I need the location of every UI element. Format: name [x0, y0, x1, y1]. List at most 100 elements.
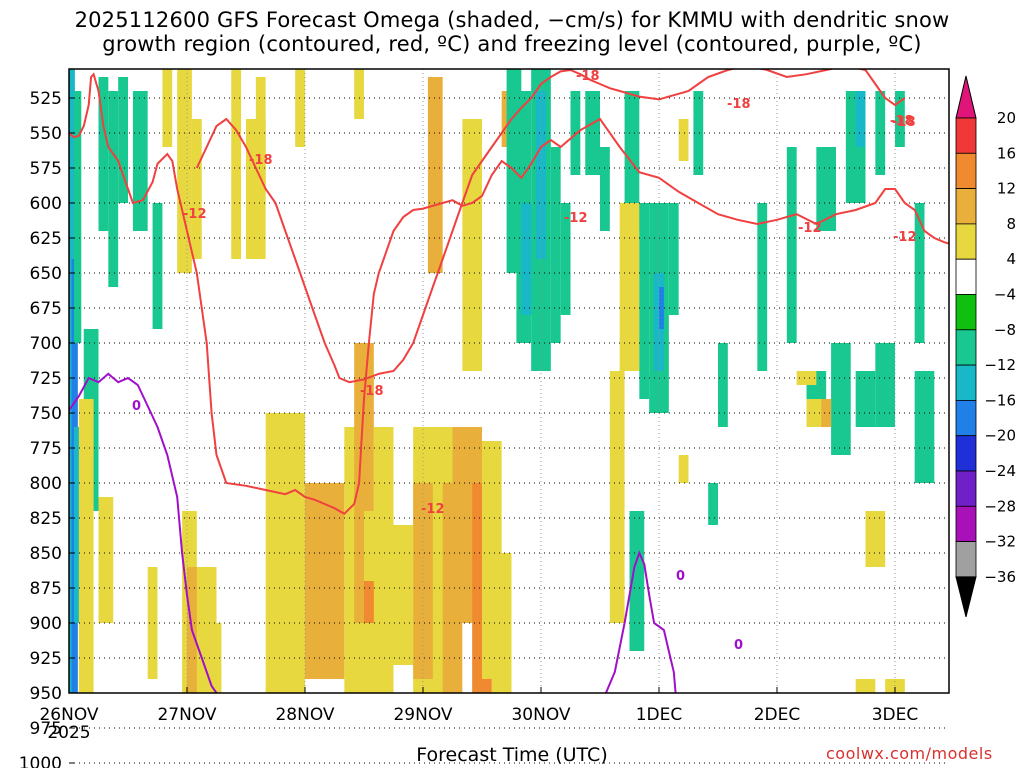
chart-title-line-1: 2025112600 GFS Forecast Omega (shaded, −…: [74, 8, 950, 32]
plot-frame: [68, 68, 950, 694]
colorbar-label: −12: [984, 356, 1016, 374]
omega-cell: [78, 399, 94, 693]
omega-cell: [295, 69, 305, 147]
y-tick-label: 825: [30, 509, 62, 529]
omega-cell: [364, 581, 374, 623]
y-tick-label: 800: [30, 474, 62, 494]
x-tick-label: 30NOV: [511, 705, 570, 725]
omega-cell: [231, 69, 242, 259]
omega-cell: [865, 511, 886, 567]
colorbar-label: −8: [994, 321, 1016, 339]
contour-label-red: -12: [564, 211, 588, 226]
contour-line-m12: [69, 72, 949, 516]
omega-cell: [757, 203, 768, 371]
contour-label-red: -18: [727, 97, 751, 112]
y-tick-label: 925: [30, 649, 62, 669]
omega-cell: [536, 91, 546, 259]
y-tick-label: 675: [30, 299, 62, 319]
y-tick-label: 875: [30, 579, 62, 599]
x-tick-label: 29NOV: [393, 705, 452, 725]
colorbar-label: −36: [984, 568, 1016, 586]
y-tick-label: 600: [30, 194, 62, 214]
y-tick-label: 525: [30, 89, 62, 109]
omega-cell: [491, 553, 512, 693]
omega-cell: [393, 525, 414, 665]
contour-label-red: -18: [249, 153, 273, 168]
colorbar-label: 12: [997, 180, 1016, 198]
omega-cell: [162, 69, 173, 147]
omega-cell: [427, 77, 443, 273]
contour-label-purple: 0: [734, 638, 743, 653]
omega-cell: [177, 69, 192, 273]
y-tick-label: 650: [30, 264, 62, 284]
omega-cell: [659, 287, 664, 329]
omega-cell: [786, 147, 797, 343]
y-tick-label: 725: [30, 369, 62, 389]
y-tick-label: 550: [30, 124, 62, 144]
contour-label-red: -18: [576, 69, 600, 84]
colorbar-label: −28: [984, 497, 1016, 515]
colorbar-bin: [955, 505, 977, 542]
omega-cell: [98, 497, 114, 623]
omega-cell: [629, 511, 645, 651]
omega-cell: [619, 203, 640, 371]
colorbar-bin: [955, 329, 977, 366]
omega-cell: [560, 203, 571, 315]
omega-cell: [639, 203, 650, 399]
x-tick-label: 3DEC: [872, 705, 919, 725]
colorbar-bin: [955, 258, 977, 295]
omega-cell: [305, 483, 345, 679]
contours: [69, 69, 949, 693]
omega-cell: [118, 77, 128, 203]
omega-cell: [265, 413, 305, 693]
omega-cell: [875, 91, 886, 175]
omega-cell: [855, 91, 866, 147]
y-tick-label: 575: [30, 159, 62, 179]
contour-label-red: -12: [893, 230, 917, 245]
omega-cell: [147, 567, 158, 679]
contour-label-red: -12: [183, 207, 207, 222]
omega-cell: [831, 343, 851, 455]
omega-cell: [73, 91, 82, 343]
colorbar-bin: [955, 364, 977, 401]
omega-cell: [501, 91, 512, 147]
y-tick-label: 950: [30, 684, 62, 704]
omega-cell: [246, 119, 266, 259]
omega-cell: [855, 679, 876, 693]
contour-line-0: [69, 372, 677, 693]
colorbar-bin: [955, 435, 977, 472]
omega-cell: [132, 91, 148, 231]
colorbar-label: −4: [994, 286, 1016, 304]
contour-label-red: -18: [892, 115, 916, 130]
omega-cell: [796, 371, 817, 385]
omega-cell: [624, 91, 640, 231]
y-tick-label: 850: [30, 544, 62, 564]
x-tick-label: 28NOV: [275, 705, 334, 725]
colorbar: 20 16 12 8 4 −4 −8 −12 −16 −20 −24 −28 −32 −36: [955, 75, 1016, 618]
y-tick-label: 750: [30, 404, 62, 424]
colorbar-over-triangle: [955, 75, 977, 119]
contour-line-m18: [195, 69, 906, 384]
omega-cell: [600, 147, 610, 231]
x-tick-label: 26NOV: [39, 705, 98, 725]
omega-cell: [108, 91, 119, 287]
omega-cell: [816, 147, 836, 231]
chart-title-line-2: growth region (contoured, red, ºC) and f…: [102, 32, 922, 56]
x-tick-label: 1DEC: [636, 705, 683, 725]
omega-cell: [914, 371, 935, 483]
omega-cell: [875, 343, 895, 427]
omega-cell: [895, 91, 905, 147]
colorbar-under-triangle: [955, 576, 977, 618]
omega-cell: [821, 399, 832, 427]
colorbar-bin: [955, 294, 977, 331]
x-tick-label: 2DEC: [754, 705, 801, 725]
colorbar-label: 8: [1006, 215, 1016, 233]
colorbar-bin: [955, 223, 977, 260]
omega-cell: [98, 77, 109, 231]
colorbar-label: 20: [997, 109, 1016, 127]
colorbar-bin: [955, 399, 977, 437]
omega-cell: [678, 455, 689, 483]
omega-cell: [570, 91, 581, 175]
